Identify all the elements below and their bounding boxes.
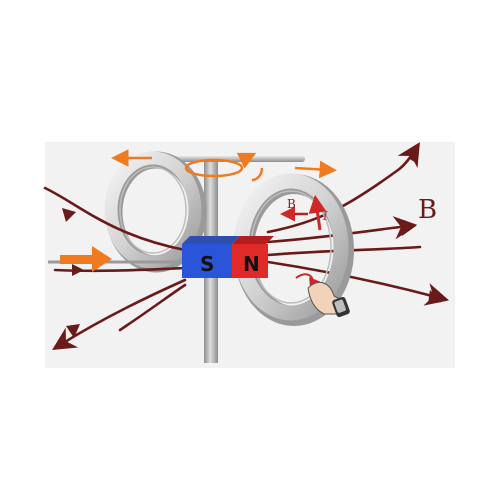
field-line-top-right [266, 142, 420, 234]
arrowhead-icon [428, 290, 442, 304]
arrowhead-icon [72, 264, 84, 276]
magnet-top-face [182, 236, 240, 244]
bar-magnet[interactable]: S N [182, 236, 274, 278]
current-arrow [308, 194, 327, 231]
current-loop-icon [295, 273, 321, 291]
current-label: I [322, 209, 328, 223]
field-label-B: B [418, 195, 437, 225]
arrowhead-icon [408, 148, 418, 164]
field-line-lower-right [266, 260, 450, 306]
magnet-south-pole [182, 244, 232, 278]
magnet-top-face-red [232, 236, 274, 244]
induced-field-label: B [287, 197, 296, 211]
arrowhead-icon [402, 220, 416, 236]
field-line-bottom-left-2 [118, 283, 187, 332]
field-line-top-left [43, 186, 187, 252]
field-line-left-lower [53, 266, 187, 273]
field-arrowheads [62, 148, 442, 338]
right-hand-icon [307, 281, 350, 318]
rotation-arrow-icon [111, 149, 337, 182]
induced-indicators: B I [280, 194, 328, 291]
south-pole-label: S [200, 252, 214, 276]
magnet-north-pole [232, 244, 268, 278]
arrowhead-icon [66, 324, 80, 338]
north-pole-label: N [243, 252, 260, 276]
arrowhead-icon [62, 208, 76, 222]
push-arrow-icon [60, 246, 112, 272]
